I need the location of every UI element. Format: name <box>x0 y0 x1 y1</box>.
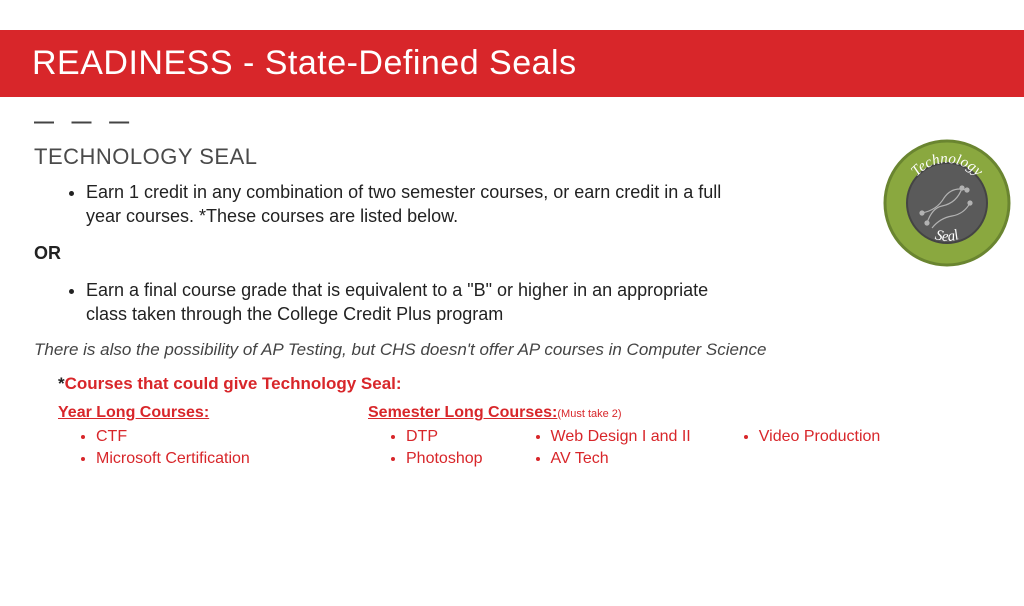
semester-column: Semester Long Courses: (Must take 2) DTP… <box>368 404 990 469</box>
requirement-item: Earn a final course grade that is equiva… <box>86 278 726 327</box>
section-subtitle: TECHNOLOGY SEAL <box>34 144 990 170</box>
semester-heading: Semester Long Courses: (Must take 2) <box>368 404 990 422</box>
title-bar: READINESS - State-Defined Seals <box>0 30 1024 97</box>
sem-list-2: Web Design I and II AV Tech <box>551 426 691 469</box>
content-area: TECHNOLOGY SEAL Earn 1 credit in any com… <box>0 144 1024 469</box>
requirement-list-2: Earn a final course grade that is equiva… <box>86 278 726 327</box>
course-item: CTF <box>96 426 338 448</box>
courses-heading: *Courses that could give Technology Seal… <box>58 374 990 394</box>
course-item: Video Production <box>759 426 881 448</box>
year-column: Year Long Courses: CTF Microsoft Certifi… <box>58 404 338 469</box>
course-item: Web Design I and II <box>551 426 691 448</box>
course-item: Microsoft Certification <box>96 448 338 470</box>
technology-seal-badge: Technology Seal <box>882 138 1012 268</box>
courses-heading-text: Courses that could give Technology Seal: <box>65 374 402 393</box>
ap-note: There is also the possibility of AP Test… <box>34 340 990 360</box>
or-separator: OR <box>34 243 990 264</box>
year-list: CTF Microsoft Certification <box>96 426 338 469</box>
semester-heading-text: Semester Long Courses: <box>368 404 557 421</box>
sem-list-3: Video Production <box>759 426 881 469</box>
course-item: DTP <box>406 426 483 448</box>
seal-bottom-text: Seal <box>933 227 961 245</box>
requirement-list-1: Earn 1 credit in any combination of two … <box>86 180 726 229</box>
svg-text:Seal: Seal <box>933 227 961 245</box>
page-title: READINESS - State-Defined Seals <box>32 44 1004 83</box>
year-heading: Year Long Courses: <box>58 404 338 422</box>
course-columns: Year Long Courses: CTF Microsoft Certifi… <box>58 404 990 469</box>
course-item: AV Tech <box>551 448 691 470</box>
sem-list-1: DTP Photoshop <box>406 426 483 469</box>
semester-grid: DTP Photoshop Web Design I and II AV Tec… <box>368 426 990 469</box>
semester-note: (Must take 2) <box>557 408 621 420</box>
divider-dashes: — — — <box>34 111 1024 134</box>
course-item: Photoshop <box>406 448 483 470</box>
asterisk: * <box>58 374 65 393</box>
requirement-item: Earn 1 credit in any combination of two … <box>86 180 726 229</box>
